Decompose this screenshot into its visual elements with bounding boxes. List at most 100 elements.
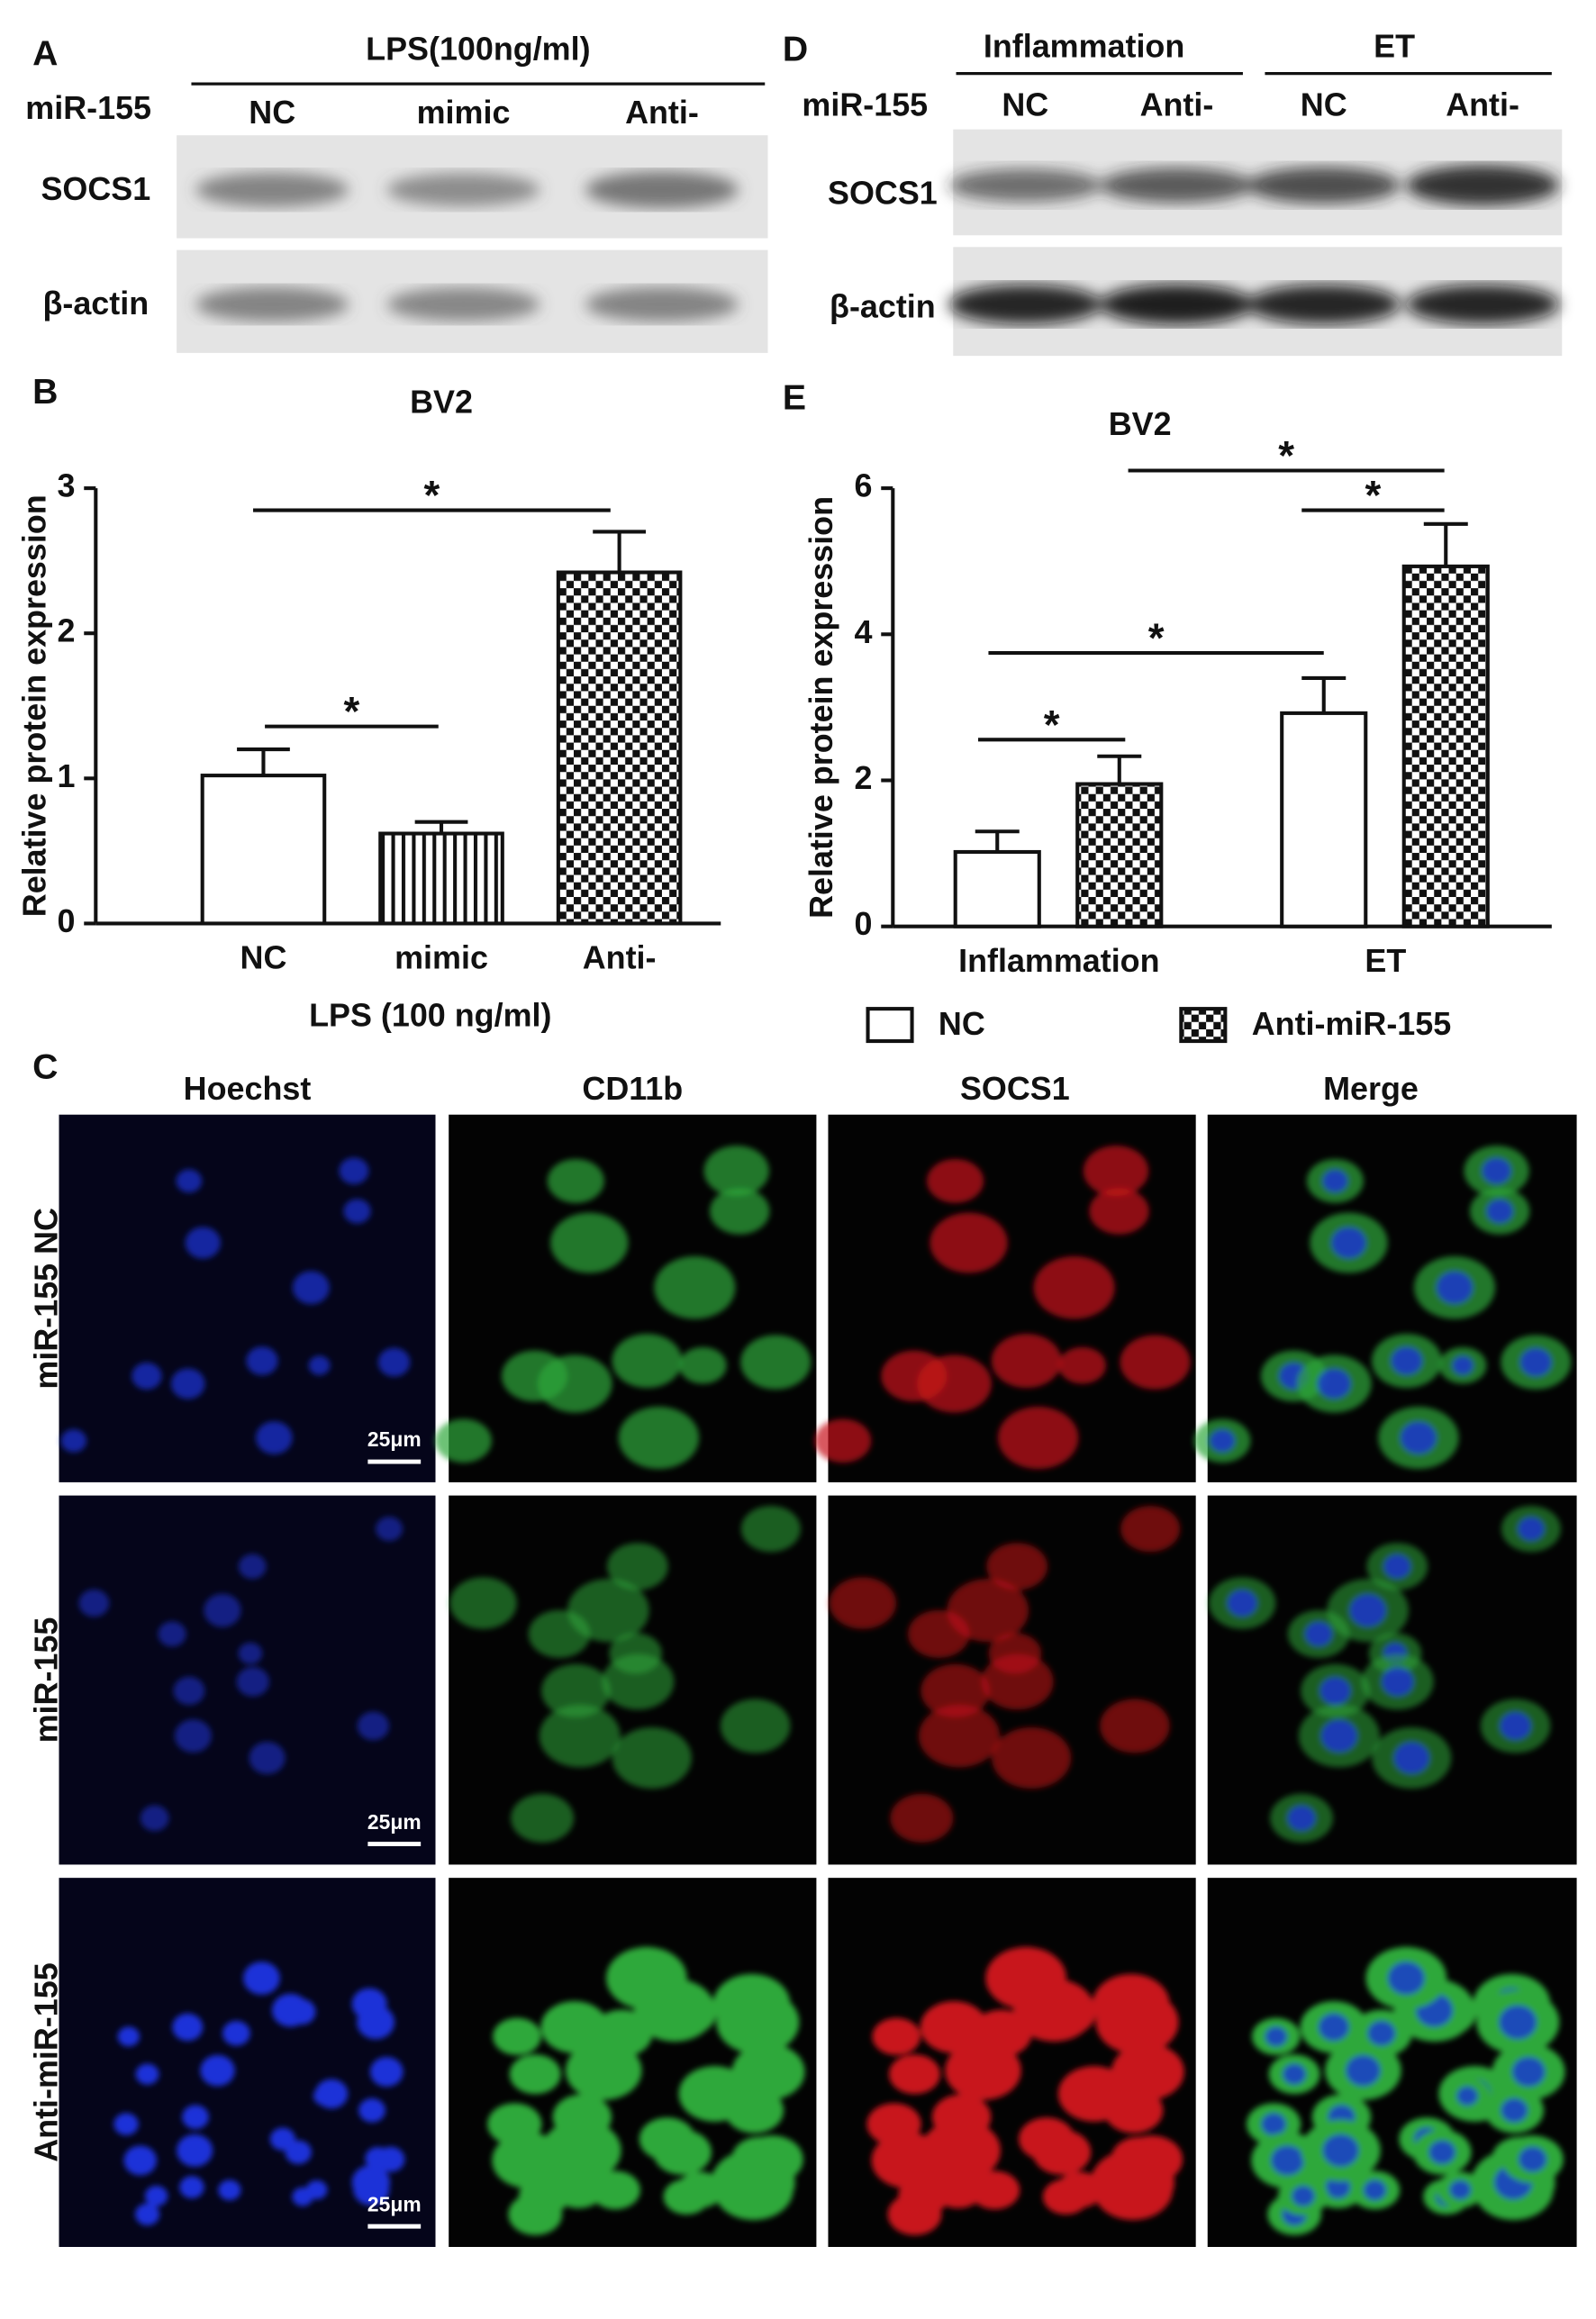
nucleus [1319, 1676, 1351, 1706]
band [1247, 284, 1401, 325]
nucleus [351, 2165, 391, 2200]
cell-body [1111, 2043, 1184, 2100]
bar [200, 774, 327, 926]
band [195, 172, 349, 207]
cell-body [724, 2088, 784, 2133]
nucleus [1428, 2140, 1455, 2165]
cell-body [1058, 1346, 1106, 1384]
nucleus [218, 2179, 241, 2201]
cell-body [981, 1653, 1054, 1710]
nucleus [1304, 1621, 1333, 1647]
bar [1075, 782, 1164, 929]
cell-body [920, 2001, 988, 2053]
nucleus [176, 1169, 203, 1193]
nucleus [1287, 1805, 1316, 1832]
nucleus [305, 2179, 328, 2200]
band [195, 286, 349, 322]
nucleus [376, 1517, 404, 1542]
nucleus [358, 2097, 385, 2123]
cell-body [449, 1577, 517, 1629]
cell-body [1095, 1989, 1179, 2055]
cells [113, 1961, 405, 2226]
nucleus [1391, 1346, 1423, 1375]
nucleus [1346, 2054, 1381, 2087]
cell-body [602, 1653, 675, 1710]
nucleus [1383, 1554, 1411, 1580]
nucleus [1261, 2113, 1286, 2135]
nucleus [1517, 1517, 1545, 1542]
cell-body [1083, 1146, 1149, 1197]
nucleus [179, 2176, 204, 2199]
nucleus [308, 1355, 331, 1375]
cell-body [1033, 1255, 1115, 1319]
column-header: CD11b [582, 1070, 683, 1107]
nucleus [1499, 1711, 1532, 1741]
bands [195, 286, 739, 322]
cell-body [1063, 2078, 1111, 2115]
row-label: Anti-miR-155 [28, 1962, 65, 2161]
nucleus [1322, 2133, 1359, 2167]
y-tick-label: 2 [854, 759, 872, 796]
protein-label: β-actin [830, 287, 936, 324]
nucleus [1482, 1157, 1512, 1184]
nucleus [369, 2056, 404, 2088]
x-tick-label: Inflammation [958, 942, 1159, 979]
nucleus [140, 1805, 169, 1832]
x-tick-label: Anti- [583, 939, 657, 976]
cell-body [591, 2009, 653, 2057]
nucleus [376, 2146, 405, 2172]
nucleus [135, 2063, 159, 2085]
nucleus [1367, 2020, 1396, 2046]
nucleus [1449, 2179, 1472, 2200]
band [1406, 165, 1559, 206]
cell-body [493, 2017, 541, 2056]
band [1406, 284, 1559, 325]
cell-body [528, 1609, 591, 1658]
cell-body [541, 1663, 611, 1718]
cell-body [547, 1158, 604, 1203]
nucleus [1322, 1169, 1348, 1193]
cells [1193, 1146, 1572, 1470]
band [585, 286, 739, 322]
lane-label: NC [249, 94, 295, 131]
nucleus [117, 2026, 141, 2047]
scale-bar-label: 25μm [367, 2192, 422, 2215]
significance-label: * [1278, 433, 1294, 479]
bar [953, 849, 1041, 929]
nucleus [285, 2140, 312, 2165]
cell-body [606, 1946, 687, 2010]
nucleus [343, 1199, 371, 1224]
cell-body [519, 2176, 569, 2216]
bar [378, 831, 504, 926]
nucleus [1387, 1961, 1425, 1995]
nucleus [1400, 1421, 1437, 1454]
nucleus [1393, 1741, 1430, 1775]
x-axis-label: LPS (100 ng/ml) [309, 996, 551, 1033]
nucleus [222, 2020, 250, 2046]
nucleus [1452, 1355, 1474, 1375]
cell-body [679, 1346, 727, 1384]
x-tick-label: mimic [394, 939, 488, 976]
cell-body [606, 1543, 668, 1590]
cell-body [814, 1418, 872, 1463]
group-label: ET [1374, 27, 1415, 64]
cell-body [550, 1212, 629, 1273]
cell-body [511, 1793, 575, 1843]
cells [435, 1146, 812, 1470]
y-axis-label: Relative protein expression [803, 496, 839, 919]
lane-label: Anti- [625, 94, 699, 131]
cell-body [985, 1946, 1066, 2010]
cell-body [898, 2176, 949, 2216]
cell-body [908, 1609, 970, 1658]
nucleus [158, 1621, 186, 1647]
band [386, 287, 540, 322]
cell-body [590, 2170, 640, 2210]
lane-label: NC [1301, 86, 1347, 123]
nucleus [170, 1368, 205, 1400]
nucleus [1363, 2179, 1387, 2201]
legend-swatch [866, 1007, 914, 1044]
chart-title: BV2 [1109, 405, 1172, 442]
nucleus [377, 1347, 411, 1377]
nucleus [246, 1346, 278, 1375]
nucleus [1486, 1199, 1514, 1224]
